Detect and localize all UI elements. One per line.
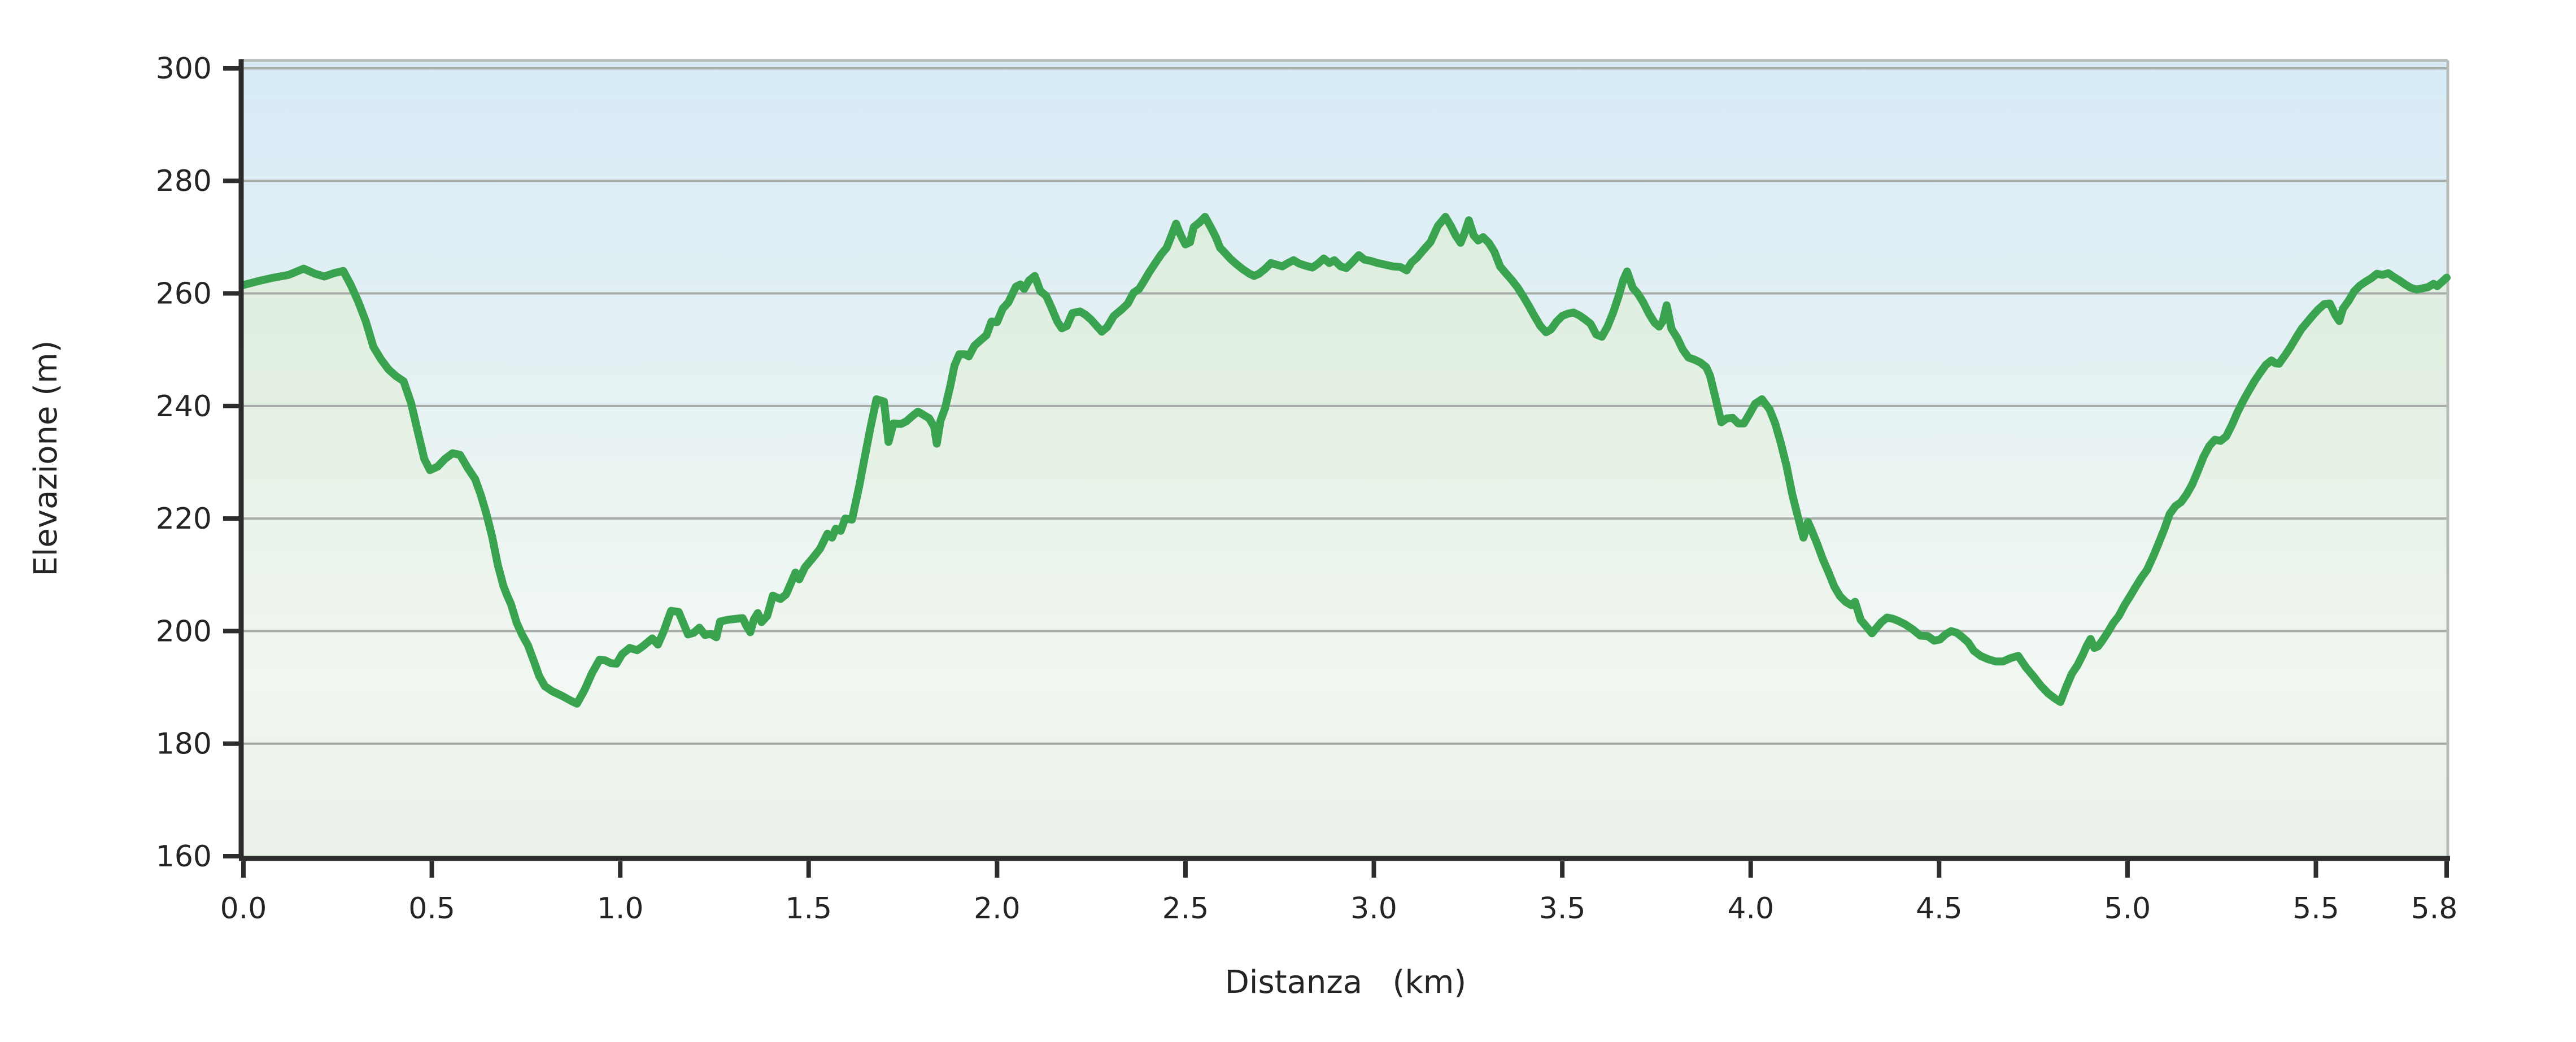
y-tick-label-160: 160 [156, 840, 212, 874]
x-tick-label-4.5: 4.5 [1916, 892, 1963, 926]
y-tick-label-260: 260 [156, 277, 212, 311]
x-tick-label-0.5: 0.5 [408, 892, 455, 926]
x-tick-label-5.5: 5.5 [2292, 892, 2339, 926]
x-tick-label-5.8: 5.8 [2411, 892, 2458, 926]
y-tick-label-240: 240 [156, 390, 212, 424]
x-axis-title: Distanza (km) [1225, 964, 1466, 1001]
y-tick-label-200: 200 [156, 614, 212, 648]
x-tick-label-2.0: 2.0 [974, 892, 1021, 926]
x-tick-label-0.0: 0.0 [220, 892, 267, 926]
y-tick-label-220: 220 [156, 502, 212, 536]
x-tick-label-2.5: 2.5 [1162, 892, 1209, 926]
x-tick-label-5.0: 5.0 [2104, 892, 2151, 926]
elevation-area [243, 217, 2448, 856]
elevation-line [239, 213, 2451, 708]
x-tick-label-3.0: 3.0 [1350, 892, 1397, 926]
y-tick-label-300: 300 [156, 52, 212, 86]
x-tick-label-1.5: 1.5 [785, 892, 832, 926]
y-axis-title: Elevazione (m) [28, 340, 64, 576]
x-tick-label-3.5: 3.5 [1539, 892, 1586, 926]
x-tick-label-4.0: 4.0 [1727, 892, 1774, 926]
y-tick-label-280: 280 [156, 164, 212, 198]
x-tick-label-1.0: 1.0 [597, 892, 644, 926]
y-tick-label-180: 180 [156, 727, 212, 761]
